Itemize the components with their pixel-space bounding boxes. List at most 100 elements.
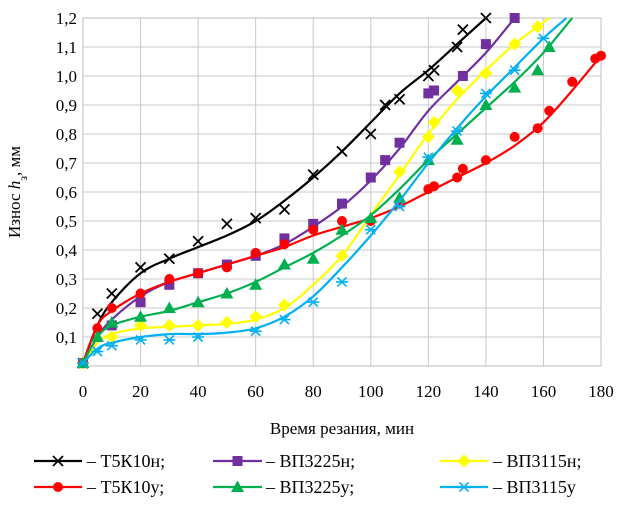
data-point (531, 20, 545, 34)
data-point (335, 223, 349, 235)
data-point (480, 39, 491, 50)
chart-legend: – Т5К10н; – ВП3225н; – ВП3115н; – Т5К10у; – … (34, 451, 581, 497)
data-point (277, 298, 291, 312)
data-point (162, 318, 176, 332)
data-point (278, 314, 291, 325)
data-point (221, 262, 232, 273)
y-axis-title: Износ hз, мм (5, 146, 30, 238)
data-point (91, 346, 104, 357)
data-point (423, 88, 434, 99)
legend-marker (231, 480, 244, 492)
legend-item: – Т5К10у; (34, 477, 164, 497)
x-tick-label: 180 (588, 382, 614, 401)
data-point (278, 203, 291, 216)
data-point (567, 76, 578, 87)
data-point (532, 123, 543, 134)
legend-item: – ВП3225н; (213, 451, 355, 471)
data-point (134, 334, 147, 345)
legend-item: – Т5К10н; (34, 451, 165, 471)
series-line (82, 17, 574, 364)
y-tick-label: 1,2 (56, 9, 77, 28)
data-point (596, 50, 606, 61)
data-point (421, 153, 435, 166)
legend-marker (53, 482, 63, 492)
data-point (544, 105, 555, 116)
x-tick-label: 60 (247, 382, 264, 401)
data-point (307, 168, 319, 181)
y-tick-label: 0,5 (56, 212, 77, 231)
data-point (192, 331, 205, 343)
data-point (191, 295, 205, 308)
data-point (192, 235, 204, 247)
data-point (308, 218, 319, 229)
series-3 (78, 50, 606, 369)
x-tick-label: 160 (531, 382, 557, 401)
y-tick-label: 0,2 (56, 299, 77, 318)
legend-item: – ВП3115н; (440, 451, 581, 471)
y-tick-label: 1,0 (56, 67, 77, 86)
data-point (134, 318, 148, 332)
y-tick-label: 0,1 (56, 328, 77, 347)
chart-tick-labels: 0 20 40 60 80 100 120 140 160 180 0,1 0,2 0,3 0,4 0,5 0… (56, 9, 614, 401)
data-point (393, 165, 407, 179)
data-point (457, 23, 469, 36)
data-point (422, 152, 435, 163)
y-tick-label: 0,6 (56, 183, 77, 202)
legend-marker (457, 454, 471, 468)
data-point (365, 128, 377, 140)
data-point (105, 330, 119, 344)
data-point (279, 239, 290, 250)
y-tick-label: 1,1 (56, 38, 77, 57)
series-4 (76, 17, 574, 369)
data-point (421, 130, 435, 144)
data-point (394, 137, 405, 148)
data-point (134, 310, 148, 322)
data-point (450, 133, 464, 145)
legend-label: – Т5К10н; (86, 451, 165, 471)
data-point (480, 155, 491, 166)
y-tick-label: 0,8 (56, 125, 77, 144)
data-point (531, 63, 545, 76)
data-point (91, 308, 104, 320)
data-point (542, 40, 556, 52)
data-point (249, 278, 263, 290)
data-point (92, 323, 103, 334)
x-axis-title: Время резания, мин (270, 419, 414, 438)
legend-marker (232, 456, 243, 466)
legend-marker (458, 481, 470, 493)
legend-label: – Т5К10у; (86, 477, 164, 497)
data-point (451, 41, 463, 53)
y-tick-label: 0,4 (56, 241, 78, 260)
data-point (479, 66, 493, 80)
series-line (82, 17, 550, 364)
data-point (380, 155, 391, 166)
data-point (509, 13, 520, 23)
data-point (250, 212, 262, 224)
x-tick-label: 80 (305, 382, 322, 401)
data-point (250, 247, 261, 258)
data-point (193, 268, 204, 279)
data-point (393, 191, 407, 203)
legend-label: – ВП3115у (492, 477, 576, 497)
data-point (163, 334, 176, 345)
x-tick-label: 140 (473, 382, 499, 401)
data-point (307, 297, 320, 308)
data-point (457, 71, 468, 81)
x-tick-label: 0 (79, 382, 88, 401)
legend-label: – ВП3225н; (265, 451, 355, 471)
data-point (364, 211, 378, 224)
x-tick-label: 100 (358, 382, 384, 401)
data-point (509, 131, 520, 142)
legend-marker (52, 455, 64, 467)
data-point (427, 115, 441, 129)
data-point (508, 37, 522, 51)
data-point (429, 85, 440, 96)
data-point (428, 64, 440, 76)
y-tick-label: 0,3 (56, 270, 77, 289)
data-point (134, 261, 147, 274)
data-point (337, 198, 347, 209)
series-line (82, 17, 568, 364)
data-point (162, 301, 176, 313)
data-point (105, 316, 119, 328)
data-point (306, 252, 320, 264)
